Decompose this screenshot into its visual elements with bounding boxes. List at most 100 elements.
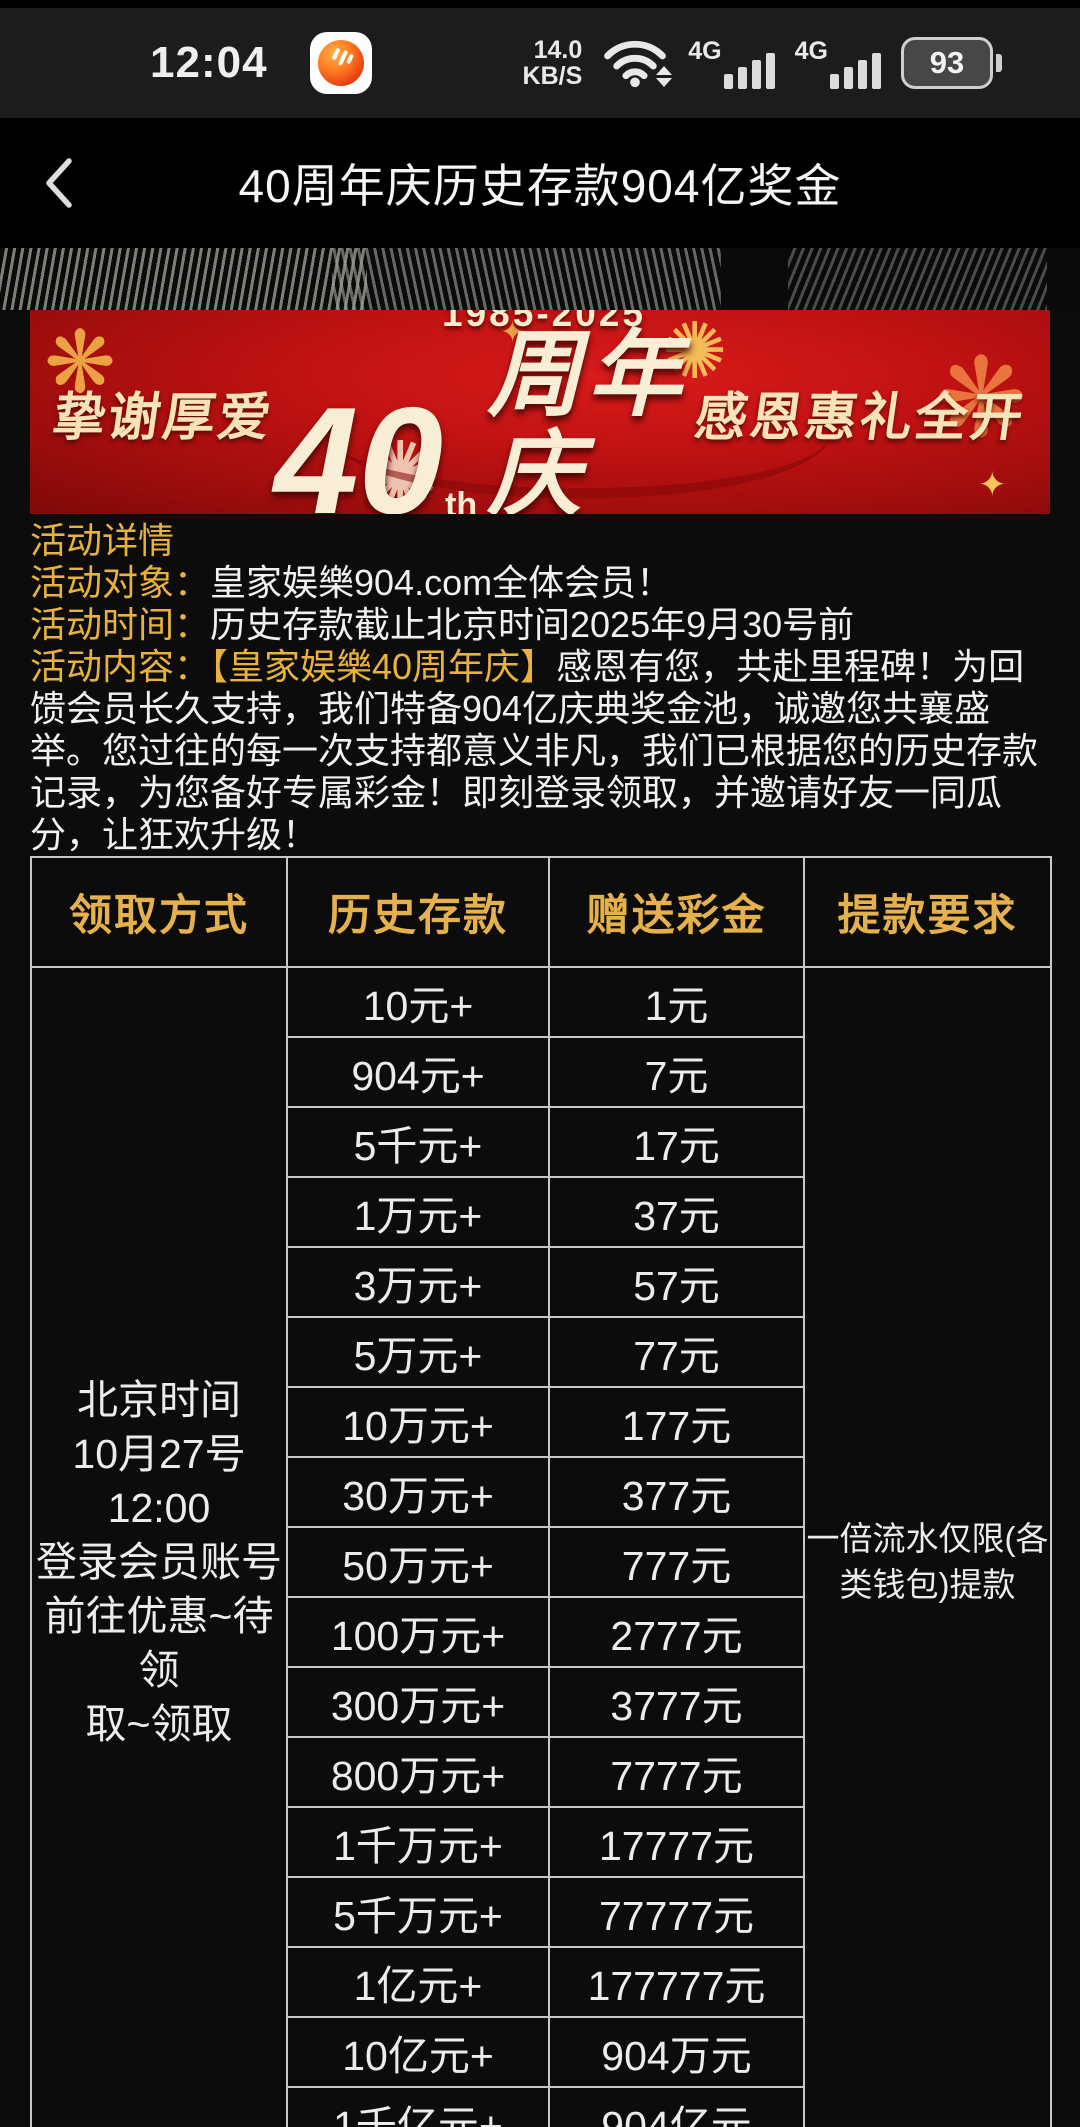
table-row: 1万元+ 37元 [31,1176,1051,1248]
table-row: 10万元+ 177元 [31,1386,1051,1458]
back-button[interactable] [28,148,88,218]
deposit-cell: 904元+ [286,1036,550,1108]
wifi-traffic-arrows-icon [656,66,673,87]
ribbon-swoosh [330,418,830,498]
deposit-cell: 1亿元+ [286,1946,550,2018]
network-speed-unit: KB/S [522,62,583,90]
deposit-cell: 5千万元+ [286,1876,550,1948]
deposit-cell: 5万元+ [286,1316,550,1388]
bonus-cell: 7元 [548,1036,805,1108]
deposit-cell: 10亿元+ [286,2016,550,2088]
details-heading: 活动详情 [30,520,175,561]
table-row: 904元+ 7元 [31,1036,1051,1108]
bonus-cell: 177777元 [548,1946,805,2018]
table-row: 5万元+ 77元 [31,1316,1051,1388]
bonus-cell: 777元 [548,1526,805,1598]
notch-strip [0,0,1080,8]
content-highlight: 【皇家娱樂40周年庆】 [210,646,557,687]
bonus-cell: 17元 [548,1106,805,1178]
battery-icon: 93 [901,37,1002,89]
table-row: 50万元+ 777元 [31,1526,1051,1598]
bonus-cell: 177元 [548,1386,805,1458]
table-row: 30万元+ 377元 [31,1456,1051,1528]
table-row: 5千万元+ 77777元 [31,1876,1051,1948]
table-row: 5千元+ 17元 [31,1106,1051,1178]
bonus-cell: 17777元 [548,1806,805,1878]
bonus-table: 领取方式 历史存款 赠送彩金 提款要求 北京时间 10月27号12:00 登录会… [30,856,1052,2127]
table-row: 800万元+ 7777元 [31,1736,1051,1808]
deposit-cell: 5千元+ [286,1106,550,1178]
sim2-network-type: 4G [794,37,828,65]
time-text: 历史存款截止北京时间2025年9月30号前 [210,604,855,645]
deposit-cell: 50万元+ [286,1526,550,1598]
audience-text: 皇家娱樂904.com全体会员！ [210,562,673,603]
banner-years: 1985-2025 [442,310,646,334]
header-withdraw: 提款要求 [803,856,1052,968]
battery-level: 93 [901,37,993,89]
page-title: 40周年庆历史存款904亿奖金 [238,160,842,212]
sim1-network-type: 4G [688,37,722,65]
banner-right-slogan: 感恩惠礼全开 [691,388,1030,447]
bonus-cell: 7777元 [548,1736,805,1808]
sim1-signal-icon: 4G [688,37,775,89]
firework-icon: ✦ [978,466,1007,504]
deposit-cell: 1千亿元+ [286,2086,550,2127]
app-logo-icon [317,40,364,86]
bonus-cell: 3777元 [548,1666,805,1738]
activity-details: 活动详情 活动对象：皇家娱樂904.com全体会员！ 活动时间：历史存款截止北京… [30,514,1050,856]
clock: 12:04 [150,38,268,87]
header-deposit: 历史存款 [286,856,550,968]
content-label: 活动内容： [30,646,211,687]
content-line: 活动内容：【皇家娱樂40周年庆】感恩有您，共赴里程碑！为回馈会员长久支持，我们特… [30,646,1050,856]
banner-th-suffix: th [445,486,478,514]
deposit-cell: 1千万元+ [286,1806,550,1878]
bonus-cell: 77777元 [548,1876,805,1948]
withdraw-requirement-cell: 一倍流水仅限(各 类钱包)提款 [803,966,1052,2127]
banner-anniversary-text: 周年庆 [487,322,688,515]
table-header-row: 领取方式 历史存款 赠送彩金 提款要求 [30,856,1052,968]
sim1-signal-bars-icon [723,53,775,89]
table-row: 10亿元+ 904万元 [31,2016,1051,2088]
battery-nub [996,54,1002,72]
wifi-icon [602,37,673,89]
status-bar: 12:04 14.0 KB/S 4G [0,8,1080,118]
table-row: 1千万元+ 17777元 [31,1806,1051,1878]
bonus-cell: 77元 [548,1316,805,1388]
bonus-cell: 904亿元 [548,2086,805,2127]
bonus-cell: 904万元 [548,2016,805,2088]
header-bonus: 赠送彩金 [548,856,805,968]
chevron-left-icon [46,158,72,208]
table-row: 3万元+ 57元 [31,1246,1051,1318]
table-row: 北京时间 10月27号12:00 登录会员账号 前往优惠~待领 取~领取 10元… [30,966,1052,2127]
status-icons: 14.0 KB/S 4G 4G [523,37,1002,89]
banner-40-number: 40 [274,376,444,514]
title-bar: 40周年庆历史存款904亿奖金 [0,118,1080,248]
table-row: 100万元+ 2777元 [31,1596,1051,1668]
time-label: 活动时间： [30,604,211,645]
bonus-cell: 1元 [548,966,805,1038]
claim-method-cell: 北京时间 10月27号12:00 登录会员账号 前往优惠~待领 取~领取 [30,966,288,2127]
audience-label: 活动对象： [30,562,211,603]
bonus-cell: 37元 [548,1176,805,1248]
network-speed-value: 14.0 [533,36,583,64]
banner-left-slogan: 挚谢厚爱 [49,388,278,447]
table-row: 1千亿元+ 904亿元 [31,2086,1051,2127]
deposit-cell: 300万元+ [286,1666,550,1738]
network-speed: 14.0 KB/S [523,37,583,89]
deposit-cell: 800万元+ [286,1736,550,1808]
content-text: 感恩有您，共赴里程碑！为回馈会员长久支持，我们特备904亿庆典奖金池，诚邀您共襄… [30,646,1039,855]
deposit-cell: 100万元+ [286,1596,550,1668]
bonus-cell: 2777元 [548,1596,805,1668]
audience-line: 活动对象：皇家娱樂904.com全体会员！ [30,562,1050,604]
bonus-cell: 377元 [548,1456,805,1528]
guilloche-pattern [0,248,1080,310]
header-claim-method: 领取方式 [30,856,288,968]
deposit-cell: 10元+ [286,966,550,1038]
deposit-cell: 10万元+ [286,1386,550,1458]
bonus-cell: 57元 [548,1246,805,1318]
sim2-signal-icon: 4G [795,37,881,89]
table-row: 1亿元+ 177777元 [31,1946,1051,2018]
time-line: 活动时间：历史存款截止北京时间2025年9月30号前 [30,604,1050,646]
